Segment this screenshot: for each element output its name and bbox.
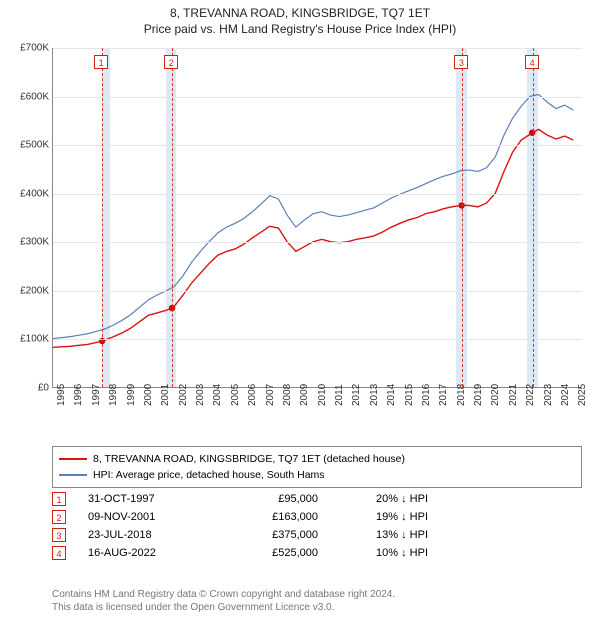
x-axis-label: 2025: [577, 384, 588, 406]
x-axis-label: 1997: [91, 384, 102, 406]
title-subtitle: Price paid vs. HM Land Registry's House …: [0, 22, 600, 36]
legend-label: 8, TREVANNA ROAD, KINGSBRIDGE, TQ7 1ET (…: [93, 453, 405, 465]
x-axis-label: 2016: [421, 384, 432, 406]
x-axis-label: 2017: [438, 384, 449, 406]
sale-price: £95,000: [228, 493, 318, 505]
x-axis-label: 1998: [108, 384, 119, 406]
footer-line: Contains HM Land Registry data © Crown c…: [52, 588, 395, 601]
chart-container: 8, TREVANNA ROAD, KINGSBRIDGE, TQ7 1ET P…: [0, 0, 600, 620]
y-axis-label: £400K: [5, 188, 49, 199]
x-axis-label: 2009: [299, 384, 310, 406]
sale-date: 16-AUG-2022: [88, 547, 218, 559]
x-axis-label: 2003: [195, 384, 206, 406]
legend-swatch: [59, 458, 87, 460]
x-axis-label: 2008: [282, 384, 293, 406]
sale-price: £525,000: [228, 547, 318, 559]
sale-number: 2: [52, 510, 66, 524]
x-axis-label: 2010: [317, 384, 328, 406]
x-axis-label: 1995: [56, 384, 67, 406]
sale-number: 4: [52, 546, 66, 560]
sale-number: 1: [52, 492, 66, 506]
x-axis-label: 2007: [265, 384, 276, 406]
x-axis-label: 2002: [178, 384, 189, 406]
sale-diff: 13% ↓ HPI: [328, 529, 428, 541]
y-axis-label: £500K: [5, 140, 49, 151]
x-axis-label: 2011: [334, 384, 345, 406]
sale-date: 31-OCT-1997: [88, 493, 218, 505]
sale-row: 3 23-JUL-2018 £375,000 13% ↓ HPI: [52, 526, 582, 544]
sale-diff: 19% ↓ HPI: [328, 511, 428, 523]
title-block: 8, TREVANNA ROAD, KINGSBRIDGE, TQ7 1ET P…: [0, 0, 600, 38]
sale-row: 1 31-OCT-1997 £95,000 20% ↓ HPI: [52, 490, 582, 508]
x-axis-label: 2013: [369, 384, 380, 406]
legend-item: HPI: Average price, detached house, Sout…: [59, 467, 575, 483]
x-axis-label: 2000: [143, 384, 154, 406]
legend-swatch: [59, 474, 87, 476]
y-axis-label: £700K: [5, 43, 49, 54]
sale-marker: 1: [94, 55, 108, 69]
sale-diff: 10% ↓ HPI: [328, 547, 428, 559]
x-axis-label: 2012: [351, 384, 362, 406]
y-axis-label: £100K: [5, 334, 49, 345]
footer-line: This data is licensed under the Open Gov…: [52, 601, 395, 614]
title-address: 8, TREVANNA ROAD, KINGSBRIDGE, TQ7 1ET: [0, 6, 600, 20]
sale-date: 09-NOV-2001: [88, 511, 218, 523]
x-axis-label: 2021: [508, 384, 519, 406]
sale-price: £163,000: [228, 511, 318, 523]
sales-table: 1 31-OCT-1997 £95,000 20% ↓ HPI 2 09-NOV-2001…: [52, 490, 582, 562]
x-axis-label: 2001: [160, 384, 171, 406]
sale-diff: 20% ↓ HPI: [328, 493, 428, 505]
plot-region: £0£100K£200K£300K£400K£500K£600K£700K199…: [52, 48, 582, 388]
x-axis-label: 2022: [525, 384, 536, 406]
x-axis-label: 2024: [560, 384, 571, 406]
legend-box: 8, TREVANNA ROAD, KINGSBRIDGE, TQ7 1ET (…: [52, 446, 582, 488]
x-axis-label: 2023: [543, 384, 554, 406]
sale-marker: 2: [164, 55, 178, 69]
y-axis-label: £0: [5, 383, 49, 394]
x-axis-label: 2018: [456, 384, 467, 406]
x-axis-label: 2019: [473, 384, 484, 406]
sale-row: 2 09-NOV-2001 £163,000 19% ↓ HPI: [52, 508, 582, 526]
sale-date: 23-JUL-2018: [88, 529, 218, 541]
x-axis-label: 2006: [247, 384, 258, 406]
sale-marker: 3: [454, 55, 468, 69]
chart-area: £0£100K£200K£300K£400K£500K£600K£700K199…: [52, 48, 582, 388]
legend-label: HPI: Average price, detached house, Sout…: [93, 469, 325, 481]
x-axis-label: 1999: [126, 384, 137, 406]
x-axis-label: 2004: [212, 384, 223, 406]
y-axis-label: £600K: [5, 91, 49, 102]
footer-text: Contains HM Land Registry data © Crown c…: [52, 588, 395, 614]
sale-marker: 4: [525, 55, 539, 69]
legend-item: 8, TREVANNA ROAD, KINGSBRIDGE, TQ7 1ET (…: [59, 451, 575, 467]
sale-number: 3: [52, 528, 66, 542]
x-axis-label: 2015: [404, 384, 415, 406]
sale-price: £375,000: [228, 529, 318, 541]
sale-row: 4 16-AUG-2022 £525,000 10% ↓ HPI: [52, 544, 582, 562]
x-axis-label: 2020: [490, 384, 501, 406]
x-axis-label: 2005: [230, 384, 241, 406]
x-axis-label: 1996: [73, 384, 84, 406]
y-axis-label: £300K: [5, 237, 49, 248]
y-axis-label: £200K: [5, 285, 49, 296]
x-axis-label: 2014: [386, 384, 397, 406]
chart-svg: [53, 48, 582, 387]
